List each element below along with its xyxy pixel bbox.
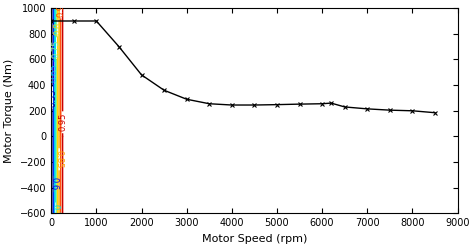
Text: 0.95: 0.95 bbox=[58, 113, 67, 131]
Text: 0.9: 0.9 bbox=[56, 4, 65, 17]
Text: 0.6: 0.6 bbox=[49, 177, 58, 190]
Text: 0.7: 0.7 bbox=[51, 204, 60, 217]
Text: 0.55: 0.55 bbox=[48, 88, 57, 107]
X-axis label: Motor Speed (rpm): Motor Speed (rpm) bbox=[202, 234, 307, 244]
Y-axis label: Motor Torque (Nm): Motor Torque (Nm) bbox=[4, 59, 14, 163]
Text: 0.8: 0.8 bbox=[53, 21, 62, 35]
Text: 0.85: 0.85 bbox=[55, 150, 64, 169]
Text: 0.65: 0.65 bbox=[50, 64, 59, 82]
Text: 0.75: 0.75 bbox=[52, 39, 61, 58]
